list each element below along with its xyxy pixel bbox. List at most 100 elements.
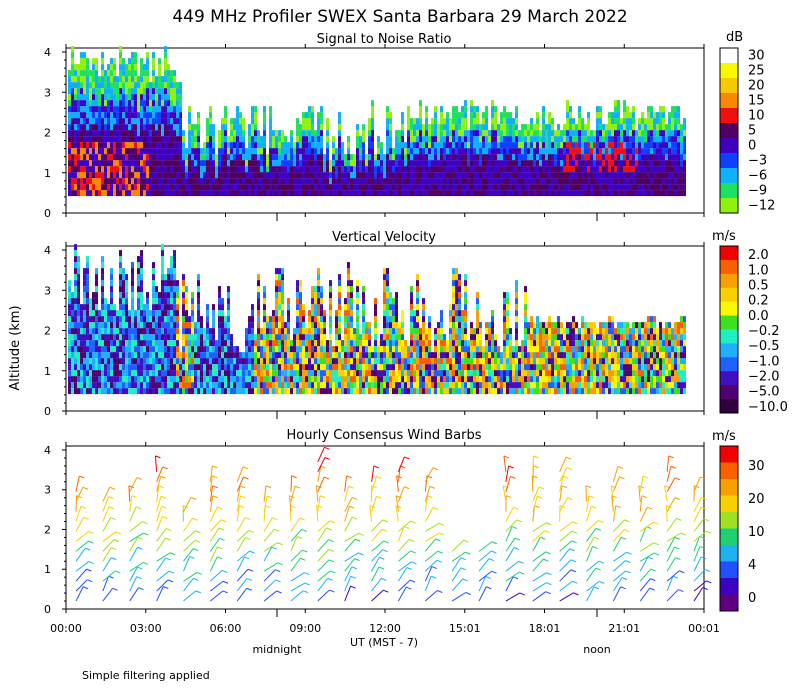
heatmap-cell — [590, 166, 593, 173]
heatmap-cell — [383, 334, 386, 341]
heatmap-cell — [191, 358, 194, 365]
heatmap-cell — [302, 364, 305, 371]
heatmap-cell — [164, 76, 167, 83]
heatmap-cell — [299, 178, 302, 185]
heatmap-cell — [191, 310, 194, 317]
heatmap-cell — [137, 298, 140, 305]
heatmap-cell — [173, 148, 176, 155]
heatmap-cell — [482, 124, 485, 131]
heatmap-cell — [281, 160, 284, 167]
heatmap-cell — [254, 370, 257, 377]
heatmap-cell — [146, 70, 149, 77]
heatmap-cell — [593, 160, 596, 167]
heatmap-cell — [647, 142, 650, 149]
heatmap-cell — [173, 352, 176, 359]
heatmap-cell — [314, 334, 317, 341]
heatmap-cell — [233, 142, 236, 149]
heatmap-cell — [185, 376, 188, 383]
heatmap-cell — [161, 118, 164, 125]
heatmap-cell — [176, 148, 179, 155]
heatmap-cell — [494, 142, 497, 149]
heatmap-cell — [320, 376, 323, 383]
heatmap-cell — [605, 184, 608, 191]
heatmap-cell — [425, 334, 428, 341]
heatmap-cell — [410, 178, 413, 185]
heatmap-cell — [443, 118, 446, 125]
heatmap-cell — [251, 184, 254, 191]
heatmap-cell — [437, 190, 440, 197]
heatmap-cell — [134, 334, 137, 341]
heatmap-cell — [155, 166, 158, 173]
heatmap-cell — [161, 160, 164, 167]
heatmap-cell — [140, 172, 143, 179]
heatmap-cell — [338, 130, 341, 137]
heatmap-cell — [431, 352, 434, 359]
heatmap-cell — [554, 166, 557, 173]
heatmap-cell — [311, 340, 314, 347]
heatmap-cell — [401, 334, 404, 341]
heatmap-cell — [443, 166, 446, 173]
heatmap-cell — [470, 124, 473, 131]
heatmap-cell — [485, 142, 488, 149]
heatmap-cell — [134, 316, 137, 323]
heatmap-cell — [392, 184, 395, 191]
heatmap-cell — [263, 298, 266, 305]
heatmap-cell — [344, 178, 347, 185]
heatmap-cell — [389, 292, 392, 299]
heatmap-cell — [197, 310, 200, 317]
heatmap-cell — [383, 346, 386, 353]
heatmap-cell — [272, 130, 275, 137]
heatmap-cell — [371, 148, 374, 155]
heatmap-cell — [311, 154, 314, 161]
heatmap-cell — [107, 160, 110, 167]
heatmap-cell — [314, 346, 317, 353]
heatmap-cell — [80, 148, 83, 155]
heatmap-cell — [239, 178, 242, 185]
heatmap-cell — [677, 160, 680, 167]
heatmap-cell — [569, 178, 572, 185]
heatmap-cell — [86, 136, 89, 143]
heatmap-cell — [119, 64, 122, 71]
heatmap-cell — [542, 190, 545, 197]
heatmap-cell — [194, 340, 197, 347]
heatmap-cell — [521, 172, 524, 179]
heatmap-cell — [254, 190, 257, 197]
heatmap-cell — [152, 346, 155, 353]
heatmap-cell — [416, 130, 419, 137]
heatmap-cell — [86, 286, 89, 293]
heatmap-cell — [422, 124, 425, 131]
heatmap-cell — [110, 76, 113, 83]
heatmap-cell — [317, 334, 320, 341]
heatmap-cell — [230, 346, 233, 353]
heatmap-cell — [296, 190, 299, 197]
heatmap-cell — [116, 160, 119, 167]
heatmap-cell — [491, 154, 494, 161]
heatmap-cell — [653, 142, 656, 149]
heatmap-cell — [401, 310, 404, 317]
heatmap-cell — [149, 166, 152, 173]
heatmap-cell — [473, 106, 476, 113]
heatmap-cell — [155, 358, 158, 365]
heatmap-cell — [485, 184, 488, 191]
heatmap-cell — [176, 166, 179, 173]
heatmap-cell — [179, 154, 182, 161]
heatmap-cell — [656, 178, 659, 185]
heatmap-cell — [314, 130, 317, 137]
heatmap-cell — [71, 190, 74, 197]
heatmap-cell — [161, 262, 164, 269]
heatmap-cell — [431, 118, 434, 125]
heatmap-cell — [77, 304, 80, 311]
heatmap-cell — [656, 124, 659, 131]
heatmap-cell — [335, 310, 338, 317]
heatmap-cell — [584, 172, 587, 179]
heatmap-cell — [113, 160, 116, 167]
heatmap-cell — [662, 106, 665, 113]
heatmap-cell — [386, 388, 389, 395]
heatmap-cell — [125, 64, 128, 71]
heatmap-cell — [455, 190, 458, 197]
heatmap-cell — [146, 310, 149, 317]
heatmap-cell — [221, 304, 224, 311]
heatmap-cell — [581, 184, 584, 191]
heatmap-cell — [335, 160, 338, 167]
heatmap-cell — [596, 172, 599, 179]
